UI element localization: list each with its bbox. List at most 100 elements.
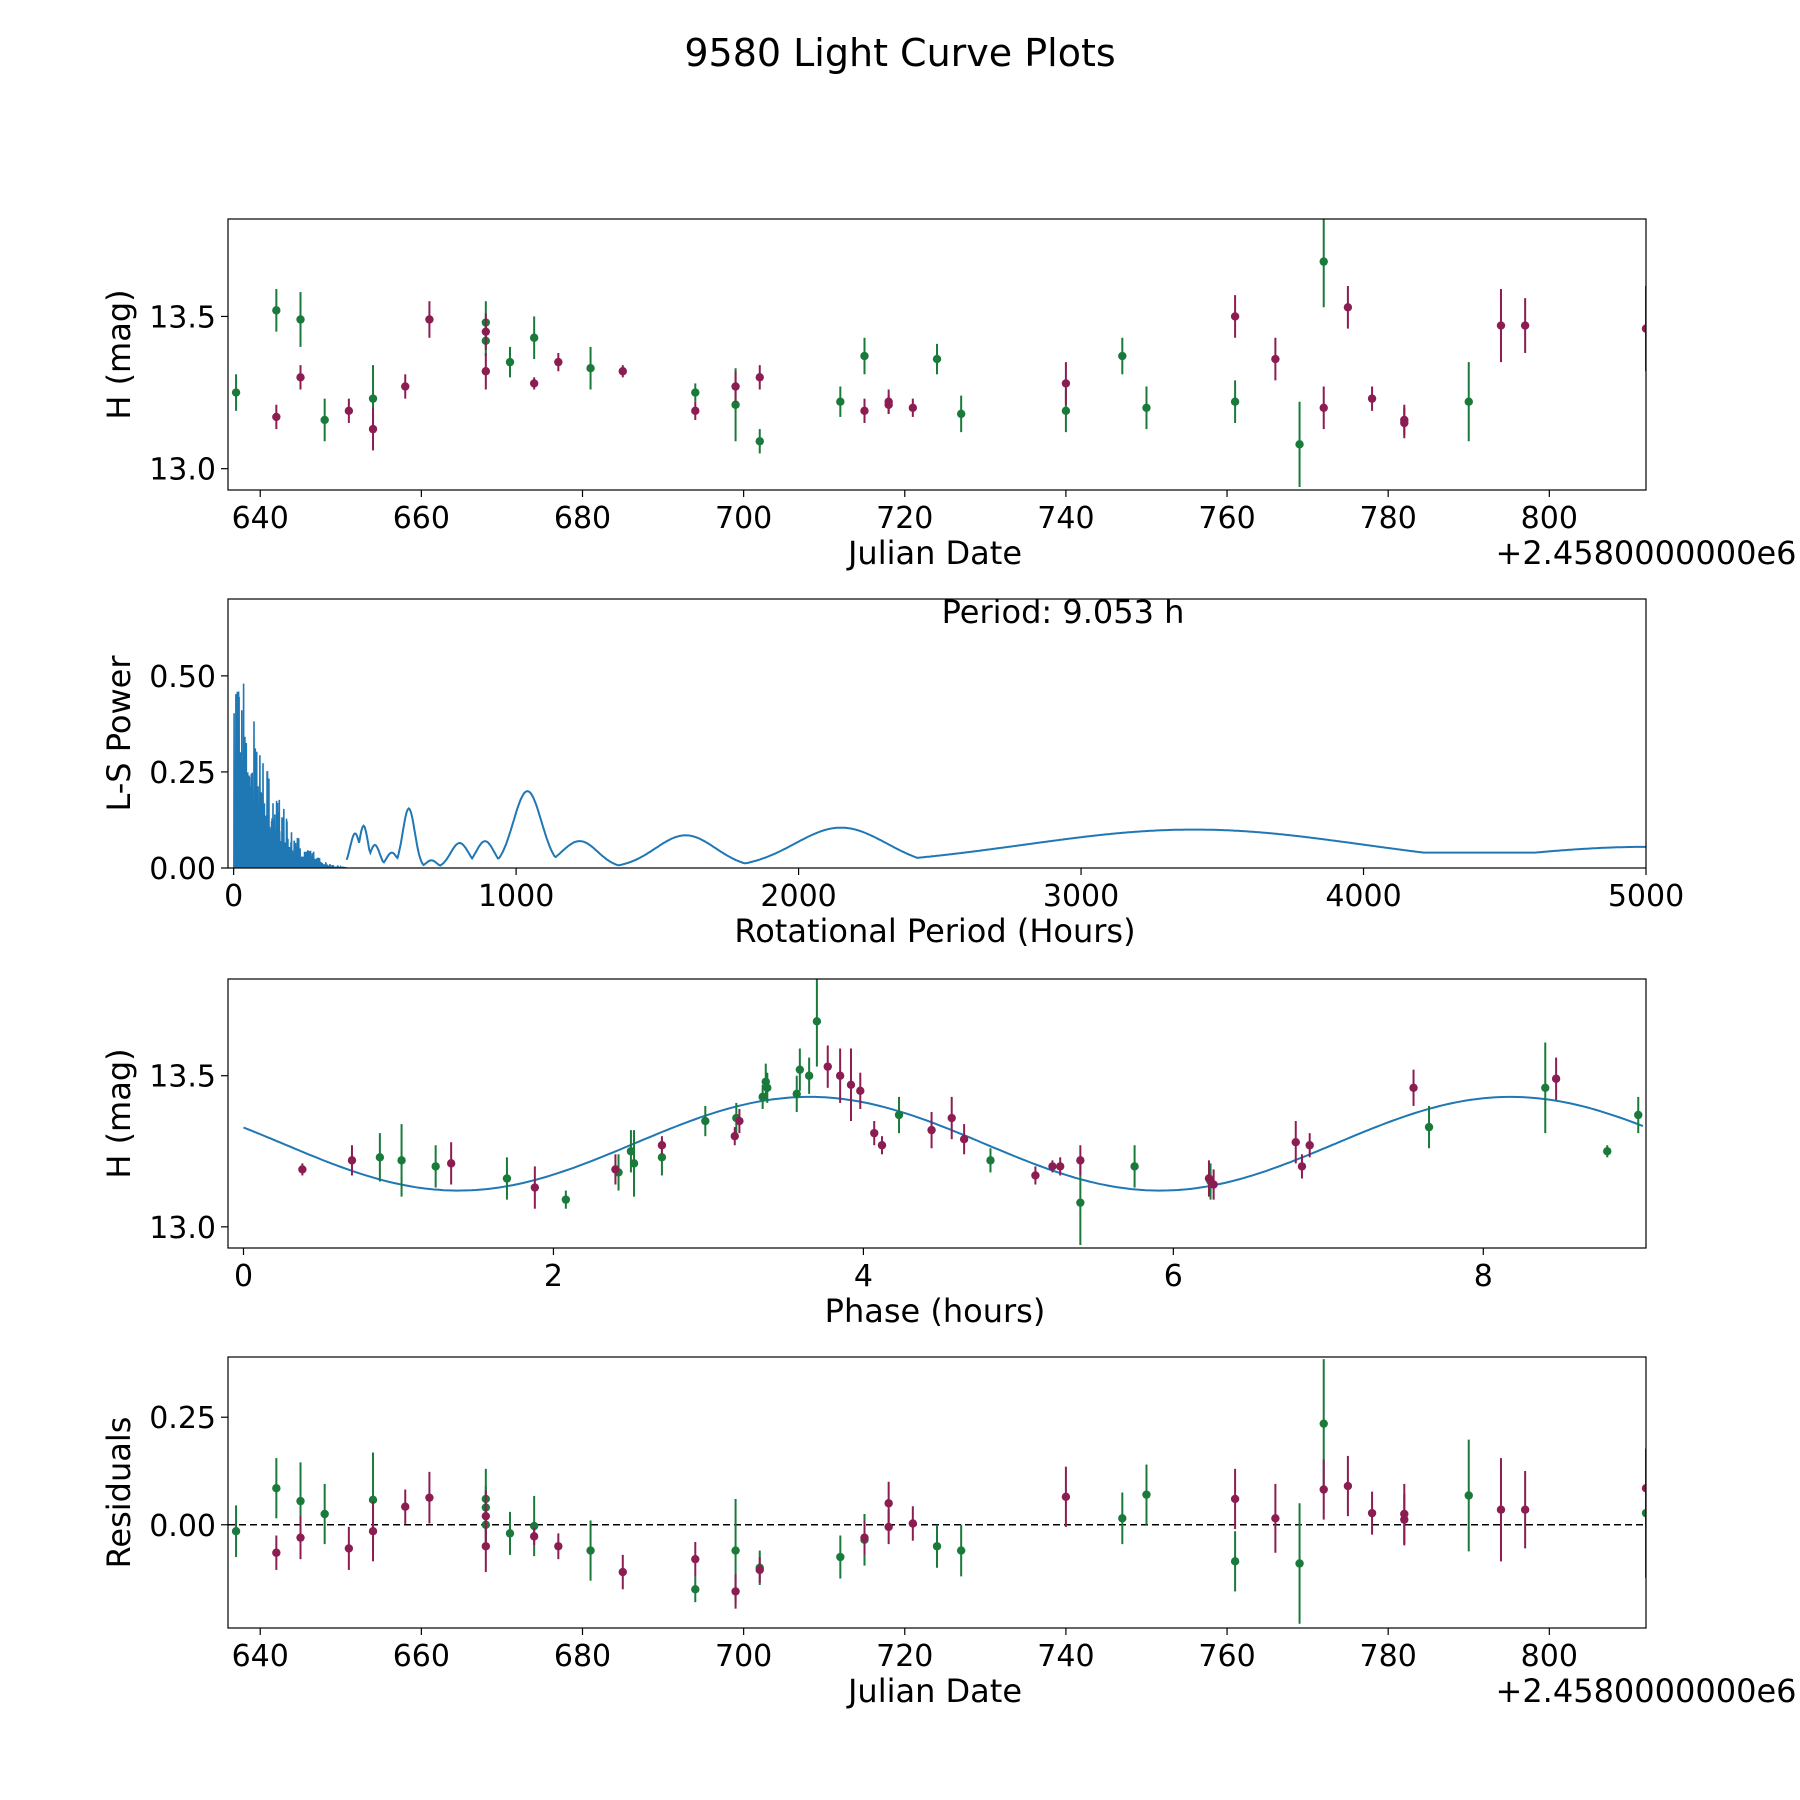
data-point xyxy=(481,367,491,376)
data-point xyxy=(755,1565,764,1575)
data-point xyxy=(986,1156,995,1165)
data-point xyxy=(1464,397,1473,406)
data-point xyxy=(298,1165,307,1174)
data-point xyxy=(956,1546,966,1555)
data-point xyxy=(731,1546,740,1555)
data-point xyxy=(1367,394,1377,403)
data-point xyxy=(894,1110,904,1120)
data-point xyxy=(1204,1174,1214,1183)
data-point xyxy=(629,1159,639,1168)
x-tick-label: 720 xyxy=(876,1639,933,1674)
x-offset-label: +2.4580000000e6 xyxy=(1496,1672,1797,1710)
data-point xyxy=(296,315,305,324)
x-tick-label: 8 xyxy=(1474,1259,1493,1294)
data-point xyxy=(823,1062,832,1071)
data-point xyxy=(368,1495,378,1505)
data-point xyxy=(368,1527,378,1536)
data-layer xyxy=(231,219,1646,487)
data-point xyxy=(870,1128,879,1138)
data-point xyxy=(505,357,515,367)
plot-frame xyxy=(227,598,1647,869)
data-point xyxy=(1551,1074,1561,1083)
data-point xyxy=(1291,1138,1300,1147)
x-tick-label: 4000 xyxy=(1325,879,1401,914)
data-point xyxy=(691,388,700,397)
data-point xyxy=(1641,324,1646,333)
periodogram-line xyxy=(345,790,1646,867)
data-point xyxy=(1496,321,1506,330)
data-point xyxy=(763,1083,772,1093)
data-point xyxy=(368,394,378,403)
data-point xyxy=(1541,1083,1550,1093)
x-tick-label: 780 xyxy=(1360,1639,1417,1674)
data-point xyxy=(846,1080,856,1089)
data-point xyxy=(618,367,627,376)
data-point xyxy=(431,1162,440,1171)
x-tick-label: 2 xyxy=(544,1259,563,1294)
data-point xyxy=(529,1521,539,1531)
data-point xyxy=(1496,1505,1506,1514)
data-point xyxy=(755,437,764,446)
data-point xyxy=(956,409,966,419)
data-point xyxy=(1295,1559,1304,1568)
data-point xyxy=(836,1552,845,1562)
data-point xyxy=(1295,440,1304,449)
data-point xyxy=(272,306,281,315)
data-point xyxy=(908,1519,918,1528)
data-point xyxy=(731,1587,740,1596)
data-point xyxy=(401,1502,410,1511)
data-layer xyxy=(243,979,1644,1245)
figure-title: 9580 Light Curve Plots xyxy=(684,31,1115,75)
x-tick-label: 720 xyxy=(876,501,933,536)
y-axis-label: Residuals xyxy=(100,1417,138,1569)
data-point xyxy=(884,1522,893,1532)
x-tick-label: 1000 xyxy=(478,879,554,914)
data-point xyxy=(529,333,539,342)
data-point xyxy=(908,403,918,412)
x-tick-label: 740 xyxy=(1037,1639,1094,1674)
plot-frame xyxy=(227,978,1647,1249)
periodogram-panel: 0 1000 2000 3000 4000 5000 0.00 0.25 0.50 Rotatio… xyxy=(100,593,1684,950)
data-point xyxy=(1209,1180,1218,1189)
data-point xyxy=(860,1533,869,1542)
data-point xyxy=(344,1544,354,1553)
data-point xyxy=(425,1493,434,1502)
data-point xyxy=(554,357,563,367)
data-point xyxy=(795,1065,805,1074)
x-tick-label: 0 xyxy=(234,1259,253,1294)
data-point xyxy=(530,1183,540,1192)
x-tick-label: 800 xyxy=(1521,1639,1578,1674)
periodogram-spikes xyxy=(233,683,347,868)
data-point xyxy=(860,351,869,361)
data-point xyxy=(1409,1083,1418,1093)
data-point xyxy=(502,1174,512,1183)
data-point xyxy=(1641,1508,1646,1518)
data-point xyxy=(691,1554,700,1564)
data-point xyxy=(401,382,410,391)
data-point xyxy=(884,400,893,409)
model-curve xyxy=(243,1095,1644,1192)
data-point xyxy=(947,1113,956,1123)
data-layer xyxy=(228,1359,1646,1624)
data-layer xyxy=(233,683,1646,868)
data-point xyxy=(1076,1156,1085,1165)
x-tick-label: 760 xyxy=(1198,501,1255,536)
data-point xyxy=(1118,351,1127,361)
data-point xyxy=(856,1086,865,1096)
data-point xyxy=(1305,1141,1314,1150)
x-tick-label: 740 xyxy=(1037,501,1094,536)
data-point xyxy=(755,373,764,382)
y-tick-label: 13.0 xyxy=(149,453,216,488)
x-tick-label: 700 xyxy=(715,501,772,536)
data-point xyxy=(1118,1514,1127,1523)
x-axis-label: Phase (hours) xyxy=(825,1292,1046,1330)
data-point xyxy=(586,364,595,373)
data-point xyxy=(1634,1110,1643,1120)
data-point xyxy=(320,415,329,425)
y-tick-label: 13.5 xyxy=(149,1060,216,1095)
data-point xyxy=(272,1483,281,1493)
y-tick-label: 13.5 xyxy=(149,300,216,335)
data-point xyxy=(296,373,305,382)
data-point xyxy=(1367,1508,1377,1518)
